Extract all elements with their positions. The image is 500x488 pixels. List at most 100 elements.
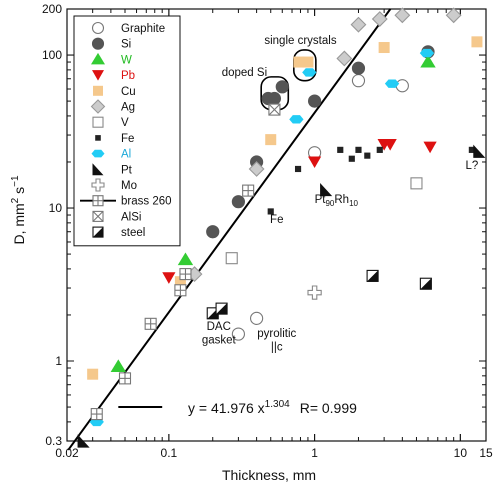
annotation-pt-rh: Pt90Rh10 [315, 194, 359, 208]
y-axis-title: D, mm2 s−1 [10, 175, 27, 245]
annotation: ||c [271, 342, 283, 354]
legend-label: Pt [121, 164, 133, 176]
point-pb [383, 139, 397, 151]
legend-box [73, 15, 181, 247]
annotation: L? [465, 160, 478, 172]
legend-marker-ag [90, 99, 106, 114]
legend-label: Fe [121, 133, 134, 145]
point-cu [293, 56, 305, 68]
point-fe [348, 155, 355, 162]
annotation: single crystals [264, 35, 336, 47]
plot-frame [66, 8, 487, 442]
y-tick-label: 0.3 [45, 434, 62, 448]
point-steel [419, 277, 432, 290]
point-si [231, 195, 245, 209]
legend-label: Si [121, 39, 131, 51]
legend-marker-mo [91, 178, 105, 192]
legend-label: Ag [121, 102, 135, 114]
point-fe [267, 208, 274, 215]
legend-label: W [121, 54, 132, 66]
y-tick-label: 1 [55, 354, 62, 368]
y-tick-label: 100 [42, 48, 62, 62]
point-graphite [250, 311, 264, 325]
point-mo [307, 285, 322, 300]
point-fe [294, 165, 302, 173]
annotation: Fe [270, 214, 283, 226]
legend-label: brass 260 [121, 196, 172, 208]
legend-label: Pb [121, 70, 135, 82]
legend-marker-al [91, 149, 105, 158]
point-cu [265, 134, 277, 146]
x-axis-title: Thickness, mm [222, 467, 316, 483]
point-ag [445, 7, 462, 24]
point-pt [320, 182, 333, 197]
legend-marker-alsi [92, 210, 104, 222]
point-ag [394, 7, 411, 24]
point-cu [378, 42, 390, 54]
legend-marker-w [91, 52, 105, 65]
x-tick-label: 0.1 [161, 446, 178, 460]
point-graphite [351, 74, 366, 88]
point-brass-260 [90, 408, 103, 421]
point-ag [248, 161, 265, 177]
point-ag [350, 16, 367, 33]
legend-label: V [121, 117, 129, 129]
x-tick-label: 10 [454, 446, 468, 460]
point-pt [77, 434, 90, 448]
point-si [206, 225, 220, 239]
point-graphite [395, 79, 409, 93]
legend-marker-brass-260 [92, 195, 104, 207]
y-axis-title-sup1: 2 [10, 197, 21, 203]
annotation: gasket [202, 335, 237, 347]
point-si [308, 94, 322, 108]
point-brass-260 [242, 184, 255, 197]
legend-marker-graphite [91, 21, 105, 35]
point-steel [215, 302, 228, 315]
point-alsi [268, 103, 281, 116]
annotation: doped Si [222, 67, 267, 79]
point-fe [364, 152, 371, 159]
legend-marker-pt [92, 163, 104, 176]
point-pb [308, 156, 322, 169]
point-w [420, 54, 436, 68]
legend-label: Al [121, 149, 131, 161]
point-pb [423, 141, 437, 154]
point-al [289, 115, 304, 124]
y-axis-title-sup2: −1 [10, 175, 21, 187]
point-v [225, 252, 238, 265]
point-fe [355, 146, 362, 153]
x-tick-label: 15 [479, 446, 493, 460]
y-tick-label: 200 [42, 2, 62, 16]
point-fe [468, 146, 475, 153]
point-brass-260 [118, 372, 132, 385]
y-axis-title-main: D, mm [11, 203, 27, 244]
point-si [267, 91, 282, 106]
point-al [302, 68, 317, 77]
point-brass-260 [144, 317, 157, 330]
point-fe [376, 146, 383, 153]
point-al [419, 48, 435, 58]
point-cu [302, 56, 314, 68]
legend-label: steel [121, 227, 145, 239]
fit-equation-main: y = 41.976 x [188, 400, 265, 416]
x-tick-label: 1 [311, 446, 318, 460]
point-w [177, 252, 194, 266]
legend-marker-v [92, 116, 104, 128]
x-tick-label: 0.02 [55, 446, 79, 460]
point-v [410, 177, 423, 190]
point-cu [471, 36, 483, 48]
point-ag [371, 11, 388, 27]
legend-marker-steel [92, 226, 104, 238]
legend-label: Mo [121, 180, 137, 192]
legend-marker-si [91, 37, 105, 50]
point-cu [174, 276, 186, 288]
annotation: DAC [207, 321, 231, 333]
point-steel [366, 269, 379, 282]
legend-marker-cu [93, 85, 103, 96]
point-w [110, 359, 127, 373]
point-brass-260 [179, 268, 192, 281]
point-si [351, 61, 366, 75]
fit-equation-exponent: 1.304 [265, 399, 290, 410]
point-cu [87, 368, 99, 380]
